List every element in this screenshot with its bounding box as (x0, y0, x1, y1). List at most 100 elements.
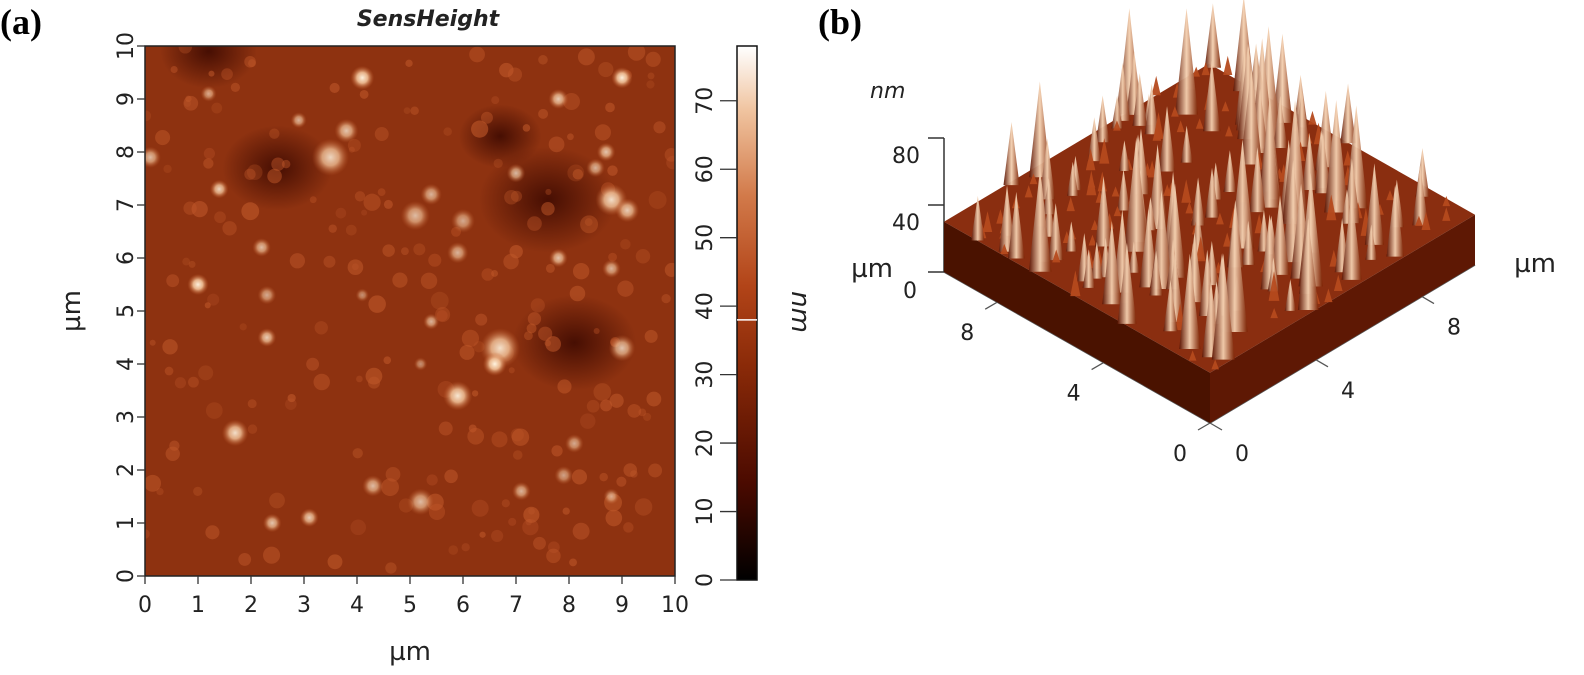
texture-speck (188, 260, 196, 268)
surface-spike (1163, 279, 1178, 332)
y-tick-label-2: 2 (114, 463, 139, 477)
texture-speck (244, 55, 256, 68)
texture-speck (145, 110, 152, 122)
surface-front-left (944, 221, 1210, 423)
surface-spike (1211, 253, 1235, 360)
surface-plot (944, 0, 1475, 423)
feature-30 (565, 434, 584, 453)
texture-speck (191, 200, 208, 218)
colorbar: 0 10 20 30 40 50 60 70 nm (693, 45, 815, 587)
texture-speck (510, 190, 523, 202)
texture-speck (491, 96, 500, 105)
texture-speck (471, 390, 479, 397)
feature-23 (423, 313, 440, 330)
surface-spike (1085, 148, 1096, 171)
y-axis-ticks: 0 1 2 3 4 5 6 7 8 9 10 (114, 32, 145, 583)
y-tick-label-1: 1 (114, 516, 139, 530)
texture-speck (647, 72, 655, 80)
texture-speck (547, 541, 560, 554)
left-base-tick-label-0: 0 (1173, 442, 1187, 467)
surface-spike (1163, 184, 1172, 196)
dark-region-4 (458, 104, 542, 168)
surface-spike (1272, 33, 1293, 123)
surface-spike (1124, 137, 1149, 252)
texture-speck (468, 424, 477, 433)
texture-speck (435, 307, 451, 323)
texture-speck (287, 393, 296, 403)
texture-speck (522, 518, 539, 536)
texture-speck (164, 366, 174, 376)
texture-speck (461, 543, 470, 552)
surface-spike (1052, 249, 1061, 263)
texture-speck (207, 293, 220, 306)
texture-speck (607, 165, 618, 176)
left-base-tick-label-4: 4 (1067, 382, 1081, 407)
surface-spike (1111, 95, 1123, 129)
surface-spike (1386, 184, 1404, 257)
texture-speck (188, 376, 199, 388)
colorbar-tick-label-40: 40 (693, 292, 718, 320)
feature-9 (586, 158, 605, 178)
feature-16 (451, 208, 475, 233)
left-base-tick-8 (984, 301, 998, 310)
texture-speck (348, 146, 355, 153)
texture-speck (163, 164, 172, 174)
feature-22 (257, 285, 277, 305)
surface-spike (1090, 241, 1103, 279)
surface-spike (1223, 232, 1232, 247)
feature-35 (262, 513, 282, 533)
texture-speck (527, 216, 542, 231)
surface-spike (1267, 257, 1280, 292)
surface-spike (1240, 66, 1263, 165)
texture-speck (572, 522, 590, 540)
colorbar-tick-label-30: 30 (693, 361, 718, 389)
surface-spike (1297, 218, 1319, 311)
surface-spike (996, 209, 1005, 224)
x-tick-label-6: 6 (456, 593, 470, 618)
feature-7 (290, 112, 307, 129)
colorbar-ticks: 0 10 20 30 40 50 60 70 (693, 87, 737, 587)
texture-speck (523, 331, 533, 341)
surface-spike (1029, 173, 1038, 185)
surface-spike (1223, 55, 1233, 75)
texture-speck (527, 312, 542, 326)
surface-spike (1258, 108, 1281, 208)
texture-speck (309, 196, 317, 204)
feature-4 (145, 146, 161, 168)
x-axis-label: µm (389, 637, 431, 667)
surface-spike (1000, 243, 1009, 254)
texture-speck (193, 486, 203, 496)
texture-speck (508, 517, 517, 526)
texture-speck (562, 507, 570, 515)
surface-spike (1158, 106, 1176, 172)
colorbar-tick-label-10: 10 (693, 498, 718, 526)
surface-spike (1204, 3, 1222, 68)
feature-2 (548, 89, 569, 109)
y-tick-label-10: 10 (114, 32, 139, 60)
texture-speck (269, 492, 285, 509)
texture-speck (512, 450, 523, 460)
texture-speck (184, 99, 192, 107)
feature-28 (443, 381, 473, 411)
texture-speck (530, 298, 545, 313)
surface-spike (1111, 186, 1120, 197)
texture-speck (616, 476, 627, 487)
surface-spike (1185, 201, 1194, 214)
texture-speck (491, 431, 508, 448)
surface-spike (1082, 249, 1095, 288)
texture-speck (569, 558, 577, 567)
surface-spike (1118, 140, 1130, 172)
texture-speck (480, 111, 493, 124)
z-axis-unit-label: nm (870, 79, 905, 104)
feature-10 (209, 179, 229, 199)
feature-32 (407, 488, 434, 516)
texture-speck (620, 239, 631, 250)
z-axis: 80 40 µm 0 (851, 137, 945, 304)
surface-spike (1102, 221, 1122, 305)
surface-spike (1028, 167, 1052, 272)
x-axis-ticks: 0 1 2 3 4 5 6 7 8 9 10 (138, 576, 689, 618)
texture-speck (359, 90, 369, 99)
x-tick-label-5: 5 (403, 593, 417, 618)
feature-11 (420, 183, 442, 205)
surface-spike (1151, 75, 1161, 96)
